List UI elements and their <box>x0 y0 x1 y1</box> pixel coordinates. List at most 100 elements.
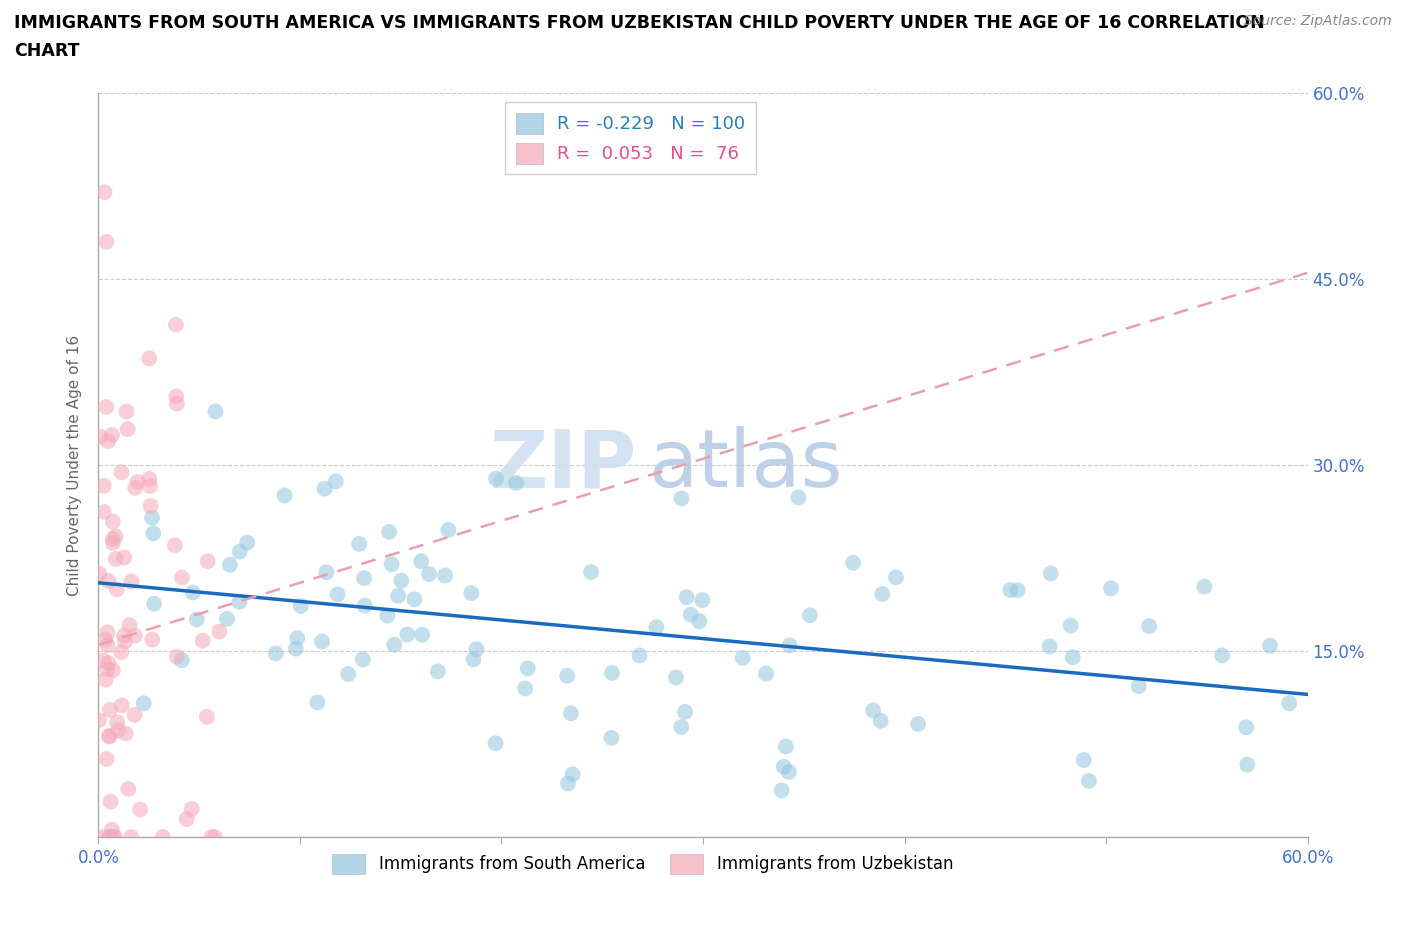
Point <box>325 474 347 489</box>
Point <box>121 574 143 589</box>
Point <box>96 638 118 653</box>
Point <box>105 582 128 597</box>
Point <box>690 592 713 607</box>
Text: ZIP: ZIP <box>489 426 637 504</box>
Point <box>104 551 127 566</box>
Point <box>311 634 333 649</box>
Point <box>515 681 537 696</box>
Point <box>505 475 527 490</box>
Point <box>170 570 193 585</box>
Point <box>1211 648 1233 663</box>
Point <box>285 631 308 645</box>
Point <box>118 618 141 632</box>
Point <box>107 723 129 737</box>
Point <box>89 430 111 445</box>
Point <box>94 632 117 647</box>
Point <box>1194 579 1216 594</box>
Point <box>352 652 374 667</box>
Point <box>600 730 623 745</box>
Point <box>628 648 651 663</box>
Point <box>284 641 307 656</box>
Point <box>688 614 710 629</box>
Point <box>236 535 259 550</box>
Point <box>273 488 295 503</box>
Point <box>516 661 538 676</box>
Point <box>201 830 224 844</box>
Point <box>101 822 124 837</box>
Point <box>180 802 202 817</box>
Point <box>120 830 142 844</box>
Point <box>104 529 127 544</box>
Point <box>197 554 219 569</box>
Point <box>110 644 132 659</box>
Point <box>418 566 440 581</box>
Point <box>645 619 668 634</box>
Point <box>124 708 146 723</box>
Point <box>127 474 149 489</box>
Point <box>437 523 460 538</box>
Point <box>775 739 797 754</box>
Point <box>378 525 401 539</box>
Point <box>1060 618 1083 633</box>
Point <box>101 663 124 678</box>
Y-axis label: Child Poverty Under the Age of 16: Child Poverty Under the Age of 16 <box>67 335 83 595</box>
Point <box>377 608 399 623</box>
Point <box>111 698 134 712</box>
Point <box>97 656 120 671</box>
Point <box>217 611 239 626</box>
Point <box>465 642 488 657</box>
Point <box>191 633 214 648</box>
Point <box>166 396 188 411</box>
Point <box>176 812 198 827</box>
Point <box>96 751 118 766</box>
Point <box>93 185 115 200</box>
Point <box>485 472 508 486</box>
Point <box>264 646 287 661</box>
Point <box>97 574 120 589</box>
Point <box>1062 650 1084 665</box>
Point <box>117 421 139 436</box>
Point <box>671 720 693 735</box>
Point <box>101 532 124 547</box>
Point <box>389 573 412 588</box>
Point <box>124 629 146 644</box>
Point <box>1234 720 1257 735</box>
Point <box>186 612 208 627</box>
Point <box>96 400 118 415</box>
Point <box>307 695 329 710</box>
Point <box>132 696 155 711</box>
Point <box>1128 679 1150 694</box>
Point <box>600 666 623 681</box>
Point <box>770 783 793 798</box>
Point <box>141 632 163 647</box>
Point <box>673 704 696 719</box>
Point <box>98 728 121 743</box>
Point <box>426 664 449 679</box>
Point <box>731 650 754 665</box>
Point <box>870 587 893 602</box>
Text: atlas: atlas <box>648 426 844 504</box>
Point <box>675 590 697 604</box>
Point <box>98 702 121 717</box>
Point <box>204 830 226 844</box>
Point <box>91 830 114 844</box>
Point <box>315 565 337 579</box>
Point <box>181 585 204 600</box>
Point <box>560 706 582 721</box>
Point <box>139 479 162 494</box>
Point <box>115 405 138 419</box>
Point <box>165 317 187 332</box>
Point <box>96 234 118 249</box>
Point <box>94 672 117 687</box>
Point <box>166 649 188 664</box>
Point <box>484 736 506 751</box>
Point <box>314 481 336 496</box>
Point <box>1039 639 1062 654</box>
Point <box>1039 566 1062 581</box>
Point <box>862 703 884 718</box>
Point <box>139 498 162 513</box>
Point <box>387 589 409 604</box>
Point <box>799 608 821 623</box>
Point <box>411 627 433 642</box>
Point <box>228 594 250 609</box>
